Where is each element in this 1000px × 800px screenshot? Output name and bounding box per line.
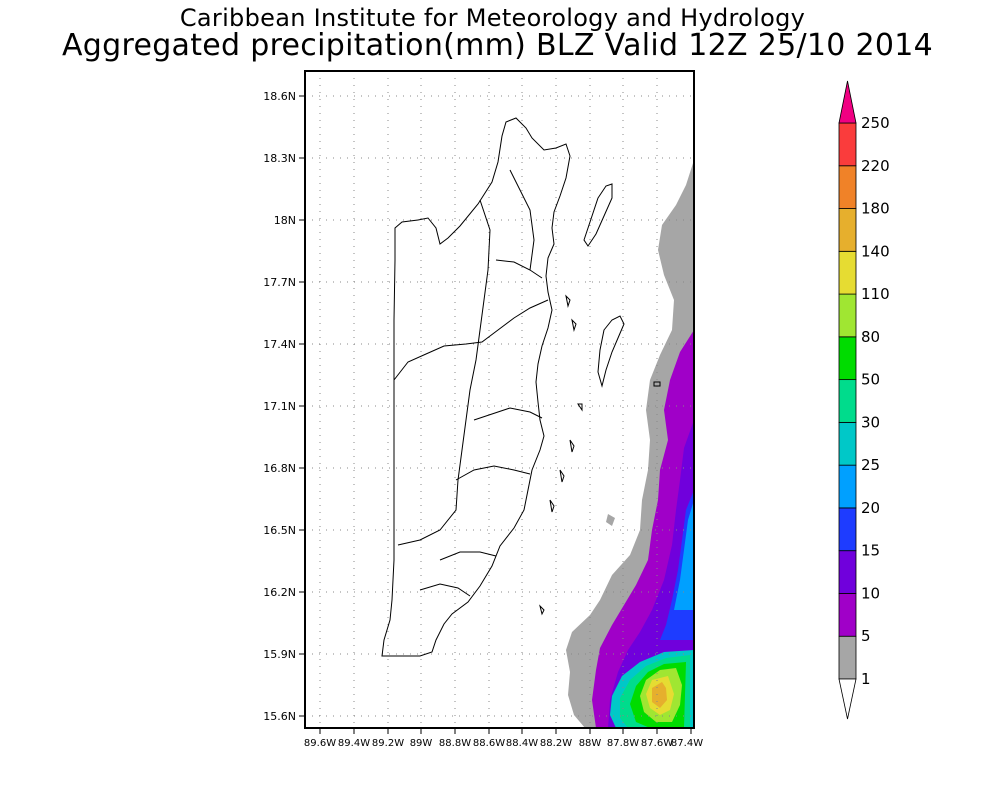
lat-ticks [299,95,305,717]
lon-label: 88.8W [439,738,471,749]
lat-labels: 18.6N 18.3N 18N 17.7N 17.4N 17.1N 16.8N … [263,90,296,723]
lon-label: 88.2W [540,738,572,749]
precipitation-field [566,160,694,728]
lat-label: 15.9N [263,648,296,661]
colorbar-box [838,165,857,209]
chart-title: Caribbean Institute for Meteorology and … [179,4,806,32]
lon-label: 89.6W [304,738,336,749]
lat-label: 18.3N [263,152,296,165]
lat-label: 16.5N [263,524,296,537]
lat-label: 18N [274,214,296,227]
lon-label: 89.4W [338,738,370,749]
lon-label: 87.6W [641,738,673,749]
colorbar-box [838,336,857,381]
colorbar-box [838,421,857,466]
lat-label: 18.6N [263,90,296,103]
map-frame [304,70,695,729]
lon-label: 88.6W [473,738,505,749]
colorbar-label: 30 [861,413,880,431]
lon-label: 88.4W [506,738,538,749]
chart-subtitle: Aggregated precipitation(mm) BLZ Valid 1… [61,28,934,63]
colorbar-label: 10 [861,584,880,602]
colorbar-label: 250 [861,114,890,132]
colorbar-box [838,379,857,423]
colorbar-label: 110 [861,285,890,303]
lat-label: 16.8N [263,462,296,475]
colorbar-top-triangle [838,80,857,124]
colorbar-box [838,593,857,637]
colorbar-box [838,550,857,594]
lat-label: 17.4N [263,338,296,351]
colorbar-box [838,507,857,552]
lon-label: 87.4W [671,738,703,749]
colorbar-box [838,250,857,295]
lat-label: 17.1N [263,400,296,413]
lon-labels: 89.6W 89.4W 89.2W 89W 88.8W 88.6W 88.4W … [304,738,703,749]
colorbar-label: 140 [861,242,890,260]
colorbar-label: 220 [861,157,890,175]
lon-label: 89W [410,738,433,749]
lon-label: 88W [579,738,602,749]
lon-ticks [319,728,692,734]
colorbar-box [838,122,857,167]
colorbar-label: 25 [861,456,880,474]
lon-label: 89.2W [372,738,404,749]
lon-label: 87.8W [607,738,639,749]
colorbar-box [838,464,857,509]
lat-label: 16.2N [263,586,296,599]
colorbar-label: 15 [861,542,880,560]
colorbar-label: 80 [861,328,880,346]
colorbar-label: 20 [861,499,880,517]
colorbar-box [838,293,857,338]
colorbar-label: 50 [861,371,880,389]
colorbar-label: 5 [861,627,871,645]
islands [539,183,661,616]
colorbar-box [838,208,857,252]
colorbar-label: 1 [861,670,871,688]
country-outline [381,117,571,657]
colorbar-label: 180 [861,200,890,218]
colorbar-box [838,635,857,680]
lat-label: 15.6N [263,710,296,723]
colorbar-bottom-triangle [838,678,857,720]
lat-label: 17.7N [263,276,296,289]
